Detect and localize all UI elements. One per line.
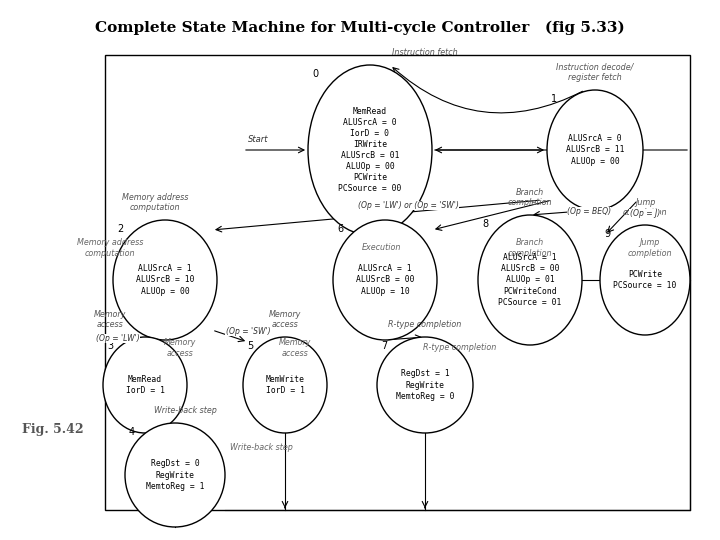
Ellipse shape	[478, 215, 582, 345]
Ellipse shape	[547, 90, 643, 210]
Ellipse shape	[103, 337, 187, 433]
Text: Fig. 5.42: Fig. 5.42	[22, 423, 84, 436]
Text: Branch
completion: Branch completion	[508, 187, 552, 207]
Text: Complete State Machine for Multi-cycle Controller   (fig 5.33): Complete State Machine for Multi-cycle C…	[95, 21, 625, 35]
Text: R-type completion: R-type completion	[388, 320, 462, 329]
Text: MemRead
ALUSrcA = 0
IorD = 0
IRWrite
ALUSrcB = 01
ALUOp = 00
PCWrite
PCSource = : MemRead ALUSrcA = 0 IorD = 0 IRWrite ALU…	[338, 106, 402, 193]
Text: PCWrite
PCSource = 10: PCWrite PCSource = 10	[613, 270, 677, 290]
Ellipse shape	[600, 225, 690, 335]
Text: Memory
access: Memory access	[164, 338, 196, 357]
Text: (Op = BEQ): (Op = BEQ)	[567, 207, 611, 217]
Text: ALUSrcA = 0
ALUSrcB = 11
ALUOp = 00: ALUSrcA = 0 ALUSrcB = 11 ALUOp = 00	[566, 134, 624, 166]
Text: (Op = J): (Op = J)	[630, 210, 660, 219]
Text: 1: 1	[551, 94, 557, 104]
Text: 0: 0	[312, 69, 318, 79]
Text: Memory
access: Memory access	[279, 338, 311, 357]
Text: Memory
access: Memory access	[94, 309, 126, 329]
Ellipse shape	[243, 337, 327, 433]
Text: ALUSrcA = 1
ALUSrcB = 00
ALUOp = 10: ALUSrcA = 1 ALUSrcB = 00 ALUOp = 10	[356, 265, 414, 295]
Text: R-type completion: R-type completion	[423, 343, 497, 353]
Text: 3: 3	[107, 341, 113, 351]
Text: Memory
access: Memory access	[269, 309, 301, 329]
Text: ALUSrcA = 1
ALUSrcB = 10
ALUOp = 00: ALUSrcA = 1 ALUSrcB = 10 ALUOp = 00	[136, 265, 194, 295]
Text: 7: 7	[381, 341, 387, 351]
Text: Start: Start	[248, 135, 269, 144]
Text: Execution: Execution	[362, 244, 402, 253]
Text: (Op = 'LW') or (Op = 'SW'): (Op = 'LW') or (Op = 'SW')	[358, 201, 459, 210]
Text: Memory address
computation: Memory address computation	[77, 238, 143, 258]
Text: 8: 8	[482, 219, 488, 229]
Text: RegDst = 1
RegWrite
MemtoReg = 0: RegDst = 1 RegWrite MemtoReg = 0	[396, 369, 454, 401]
Text: Branch
completion: Branch completion	[508, 238, 552, 258]
Ellipse shape	[308, 65, 432, 235]
Text: Write-back step: Write-back step	[153, 406, 217, 415]
Text: 9: 9	[604, 229, 610, 239]
Text: MemRead
IorD = 1: MemRead IorD = 1	[125, 375, 164, 395]
Text: Instruction decode/
register fetch: Instruction decode/ register fetch	[557, 63, 634, 82]
Text: MemWrite
IorD = 1: MemWrite IorD = 1	[266, 375, 305, 395]
Text: (Op = 'SW'): (Op = 'SW')	[225, 327, 270, 335]
Ellipse shape	[125, 423, 225, 527]
Text: 2: 2	[117, 224, 123, 234]
Ellipse shape	[333, 220, 437, 340]
Bar	[105, 55, 690, 510]
Text: Execution: Execution	[365, 203, 405, 212]
Text: 5: 5	[247, 341, 253, 351]
Text: Jump
completion: Jump completion	[623, 198, 667, 217]
Text: RegDst = 0
RegWrite
MemtoReg = 1: RegDst = 0 RegWrite MemtoReg = 1	[145, 460, 204, 491]
Ellipse shape	[113, 220, 217, 340]
Text: 6: 6	[337, 224, 343, 234]
Text: Memory address
computation: Memory address computation	[122, 193, 188, 212]
Text: Jump
completion: Jump completion	[628, 238, 672, 258]
Text: 4: 4	[129, 427, 135, 437]
Text: ALUSrcA = 1
ALUSrcB = 00
ALUOp = 01
PCWriteCond
PCSource = 01: ALUSrcA = 1 ALUSrcB = 00 ALUOp = 01 PCWr…	[498, 253, 562, 307]
Text: Instruction fetch: Instruction fetch	[392, 48, 458, 57]
Text: Write-back step: Write-back step	[230, 443, 293, 453]
Text: (Op = 'LW'): (Op = 'LW')	[96, 334, 140, 343]
Ellipse shape	[377, 337, 473, 433]
